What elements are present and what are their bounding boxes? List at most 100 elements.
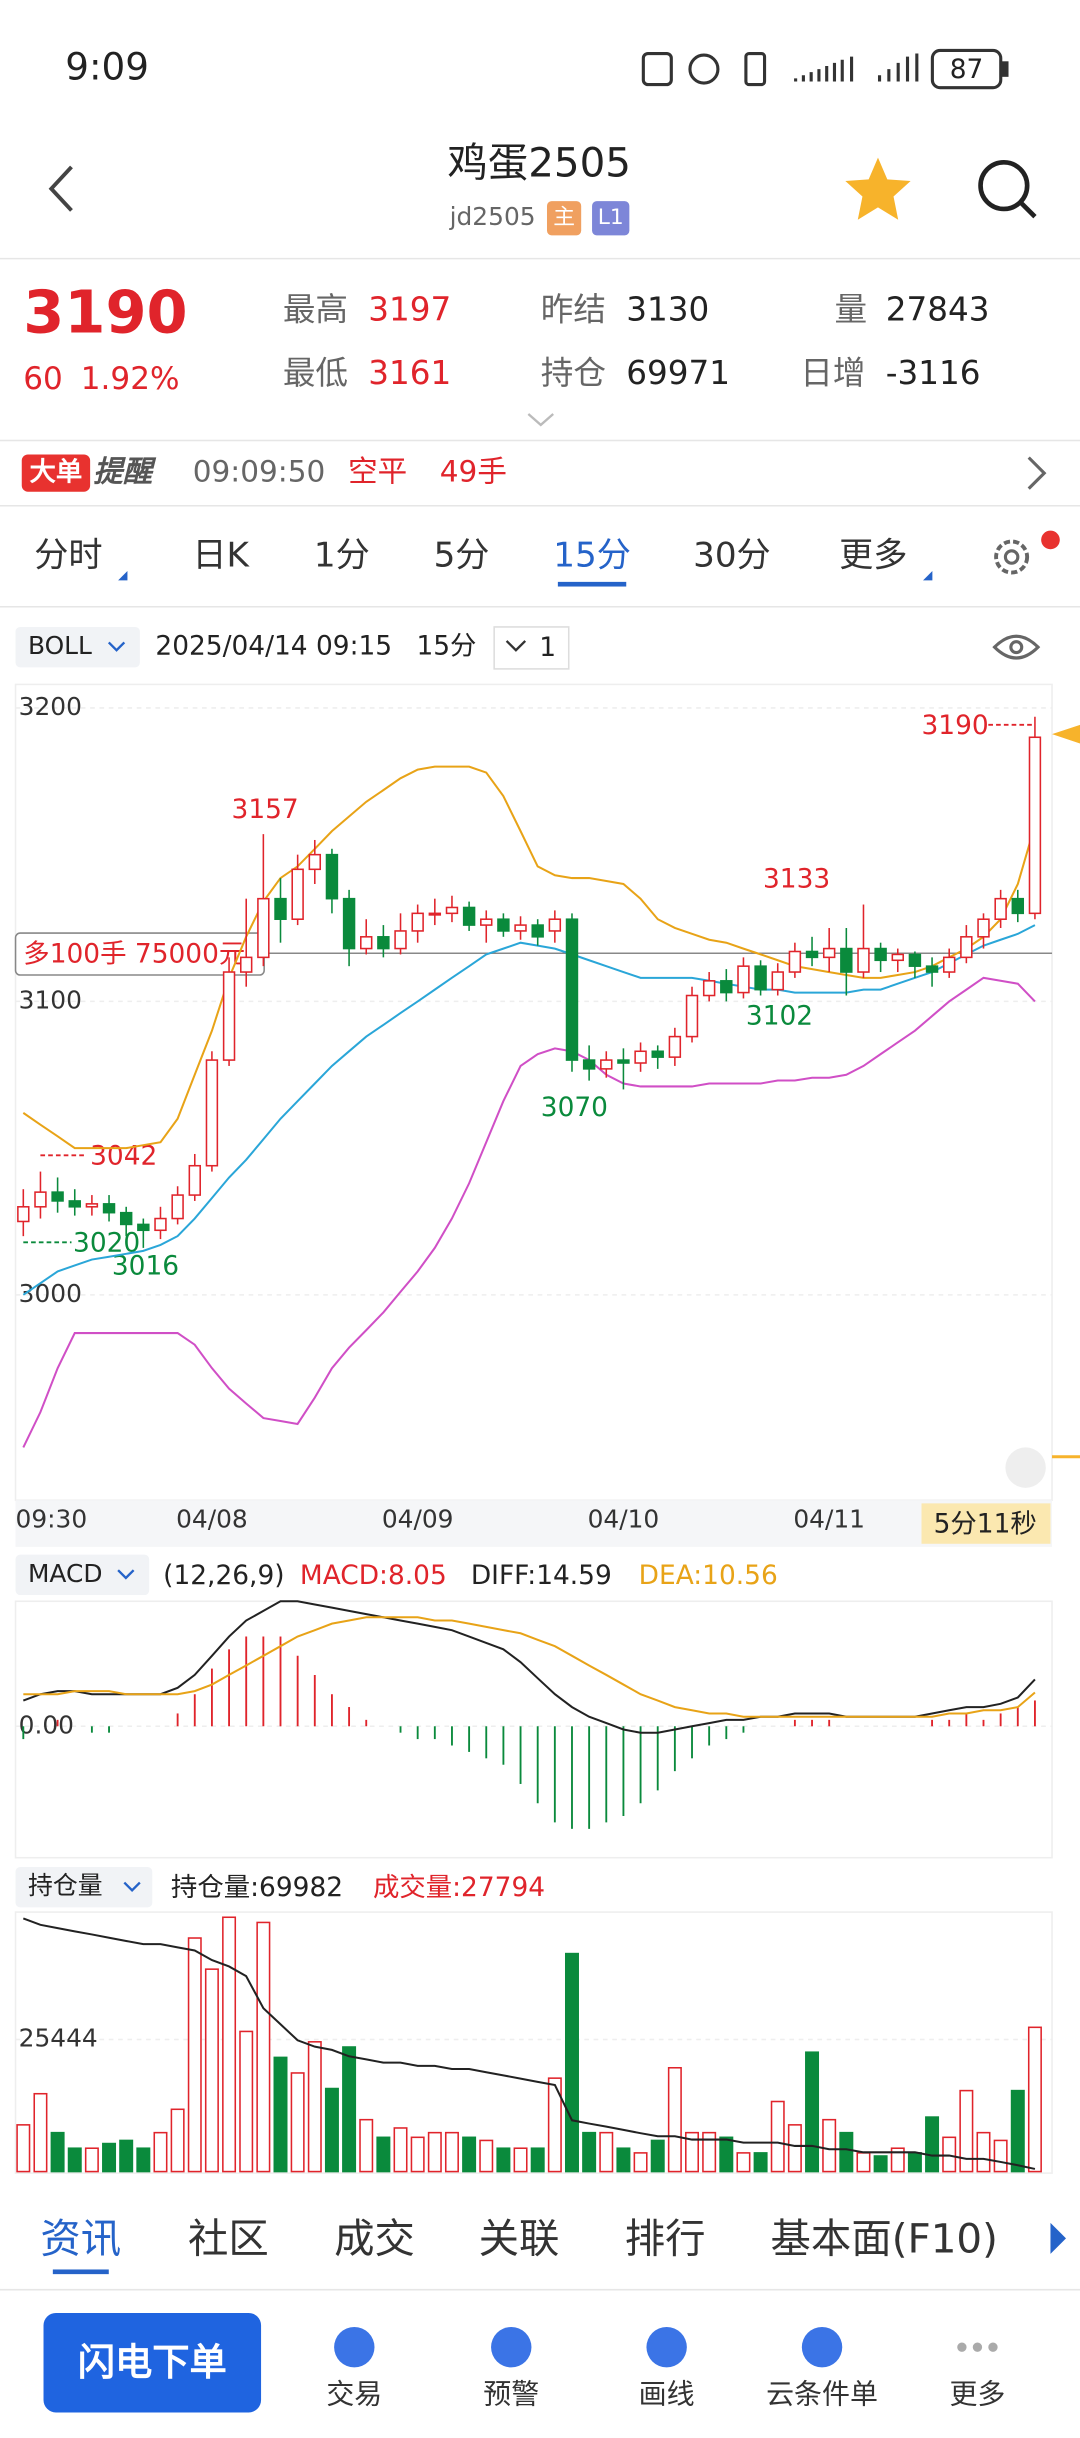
volume-bar — [204, 1968, 219, 2173]
bottom-tab[interactable]: 成交 — [334, 2215, 415, 2263]
header-title: 鸡蛋2505 — [447, 138, 631, 186]
period-tab[interactable]: 日K — [192, 536, 250, 576]
candle-body — [445, 906, 459, 915]
indicator-line — [23, 1616, 1036, 1718]
period-tabs: 分时 日K 1分 5分 15分 30分 更多 — [34, 536, 933, 587]
volume-bar — [462, 2136, 477, 2173]
candle-body — [960, 936, 973, 959]
dropdown-arrow — [117, 1569, 135, 1580]
volume-bar — [702, 2131, 717, 2173]
volume-bar — [564, 1952, 579, 2173]
candle-body — [925, 965, 939, 973]
volume-bar — [822, 2118, 837, 2173]
candle-body — [102, 1203, 116, 1214]
field-value: 3197 — [368, 290, 451, 328]
y-tick-label: 3200 — [19, 692, 82, 721]
volume-bar — [33, 2092, 48, 2173]
candle-body — [874, 947, 887, 962]
bottom-tab[interactable]: 社区 — [188, 2215, 269, 2263]
period-tab[interactable]: 分时 — [34, 536, 102, 576]
legend-entry: 成交量:27794 — [373, 1872, 545, 1903]
price-change: 60 — [23, 361, 63, 397]
period-tab[interactable]: 更多 — [839, 536, 907, 576]
volume-bar — [222, 1916, 237, 2173]
volume-bar — [513, 2147, 528, 2173]
settings-button[interactable] — [994, 530, 1060, 575]
volume-bar — [1027, 2026, 1042, 2173]
volume-bar — [925, 2116, 940, 2173]
volume-bar — [1010, 2089, 1025, 2173]
indicator-select[interactable] — [15, 626, 140, 668]
volume-bar — [770, 2100, 785, 2173]
legend-entry: 持仓量:69982 — [171, 1872, 343, 1903]
nav-label[interactable]: 云条件单 — [766, 2377, 878, 2410]
period-tab[interactable]: 30分 — [693, 536, 771, 576]
quick-order-label: 闪电下单 — [78, 2340, 227, 2384]
count-select[interactable] — [493, 626, 570, 670]
period-tab[interactable]: 15分 — [553, 536, 631, 576]
favorite-star[interactable] — [845, 157, 911, 220]
bottom-tab[interactable]: 基本面(F10) — [771, 2215, 998, 2263]
y-tick-label: 3100 — [19, 985, 82, 1014]
candle-body — [651, 1050, 664, 1058]
status-time: 9:09 — [65, 45, 149, 89]
volume-bar — [410, 2136, 425, 2173]
indicator-line — [22, 924, 1036, 1296]
candle-body — [600, 1059, 613, 1070]
price-chart-frame — [14, 683, 1053, 1502]
alert-more[interactable] — [1027, 456, 1047, 490]
volume-bar — [685, 2131, 700, 2173]
tabs-scroll[interactable] — [1050, 2222, 1067, 2254]
nav-label[interactable]: 预警 — [483, 2377, 539, 2410]
price-marker — [1052, 724, 1080, 744]
indicator-line — [22, 1600, 1036, 1734]
volume-frame — [14, 1911, 1053, 2174]
candle-body — [171, 1194, 184, 1220]
nav-label[interactable]: 画线 — [639, 2377, 695, 2410]
volume-bar — [907, 2152, 922, 2173]
period-tab[interactable]: 5分 — [434, 536, 490, 576]
volume-bar — [170, 2108, 185, 2173]
alert-time: 09:09:50 — [193, 455, 326, 489]
badge: L1 — [598, 205, 624, 230]
zoom-button[interactable] — [1005, 1447, 1046, 1488]
visibility-toggle[interactable] — [992, 634, 1041, 660]
bottom-tab[interactable]: 关联 — [479, 2215, 560, 2263]
indicator-select[interactable] — [15, 1554, 150, 1596]
volume-bar — [582, 2131, 597, 2173]
volume-bar — [479, 2139, 494, 2173]
volume-bar — [102, 2142, 117, 2173]
nav-icon-dot — [957, 2342, 967, 2352]
nav-label[interactable]: 更多 — [949, 2377, 1005, 2410]
macd-params: (12,26,9) — [163, 1560, 284, 1591]
period-tab[interactable]: 1分 — [314, 536, 370, 576]
search-button[interactable] — [978, 159, 1037, 219]
back-button[interactable] — [48, 165, 73, 212]
volume-bar — [84, 2147, 99, 2173]
indicator-line — [22, 765, 1036, 1150]
volume-bar — [16, 2124, 31, 2173]
quick-order-button[interactable] — [43, 2312, 262, 2413]
indicator-line — [22, 1917, 1036, 2170]
bottom-tab[interactable]: 资讯 — [40, 2215, 121, 2263]
candle-body — [188, 1164, 201, 1196]
annotation: 3070 — [541, 1092, 608, 1123]
alert-badge: 大单 — [30, 457, 83, 488]
candle-body — [857, 947, 870, 973]
expand-arrow[interactable] — [527, 413, 554, 427]
volume-bar — [976, 2131, 991, 2173]
candle-body — [342, 897, 356, 950]
tab-underline — [52, 2269, 109, 2275]
nav-label[interactable]: 交易 — [326, 2377, 382, 2410]
macd-title: MACD — [28, 1559, 103, 1588]
legend-entry: DEA:10.56 — [639, 1560, 778, 1591]
volume-bar — [873, 2155, 888, 2173]
bottom-tab[interactable]: 排行 — [625, 2215, 706, 2263]
candle-body — [720, 980, 733, 994]
indicator-select[interactable] — [15, 1867, 153, 1908]
status-icons — [641, 48, 1009, 90]
annotation: 3157 — [232, 794, 299, 825]
annotation: 3133 — [763, 864, 830, 895]
volume-bar — [496, 2147, 511, 2173]
field-label: 持仓 — [541, 354, 606, 392]
